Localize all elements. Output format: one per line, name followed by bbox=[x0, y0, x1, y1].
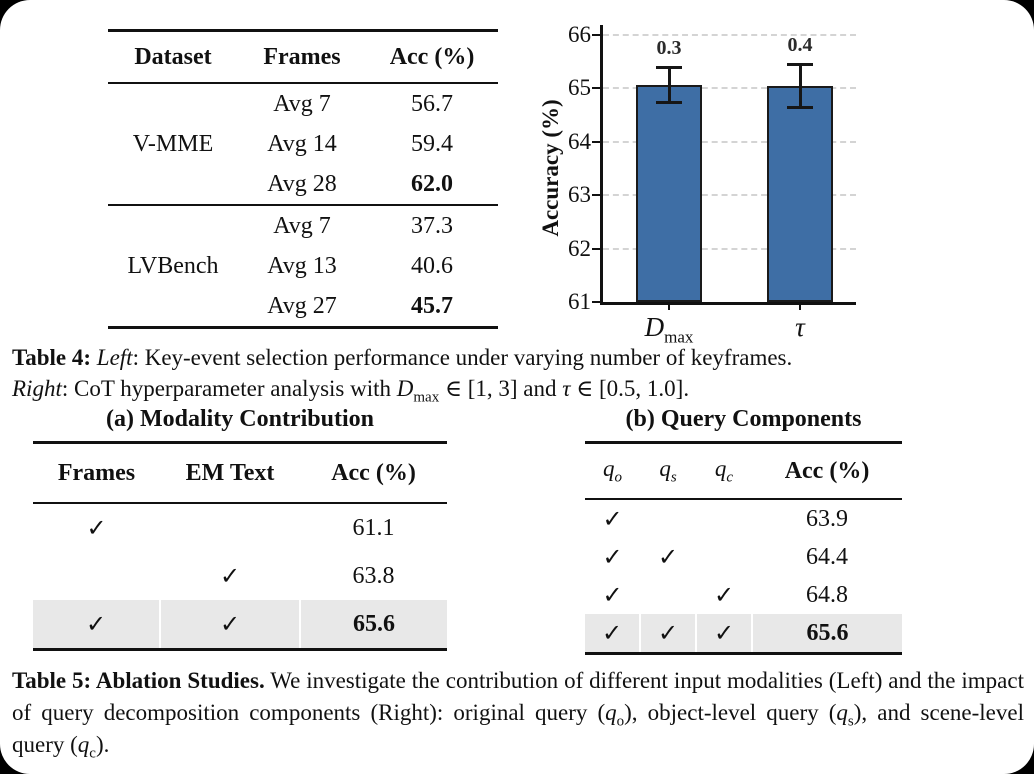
chart-plot-area: 0.3 0.4 bbox=[603, 34, 856, 302]
chart-gridline bbox=[603, 87, 856, 90]
y-tick-label: 66 bbox=[568, 22, 591, 47]
y-tick-mark bbox=[592, 140, 600, 143]
y-tick-mark bbox=[592, 247, 600, 250]
modality-table: Frames EM Text Acc (%) ✓ 61.1 ✓ 63.8 ✓ bbox=[33, 441, 447, 651]
col-header-frames: Frames bbox=[263, 43, 341, 70]
subtable-a-caption: (a) Modality Contribution bbox=[105, 406, 374, 432]
error-bar-cap bbox=[787, 63, 813, 67]
table-header-row: Frames EM Text Acc (%) bbox=[33, 443, 447, 504]
table-header-row: qo qs qc Acc (%) bbox=[585, 443, 902, 500]
error-bar-cap bbox=[656, 101, 682, 105]
y-axis-spine bbox=[600, 25, 603, 305]
x-tick-label: τ bbox=[795, 312, 805, 342]
y-tick-mark bbox=[592, 34, 600, 36]
col-header-em-text: EM Text bbox=[185, 459, 275, 486]
col-header-dataset: Dataset bbox=[134, 43, 212, 70]
caption-label: Table 4: bbox=[12, 345, 97, 370]
chart-gridline bbox=[603, 140, 856, 143]
table5-caption: Table 5: Ablation Studies. We investigat… bbox=[12, 668, 1024, 762]
table-row: ✓ 63.8 bbox=[219, 562, 395, 590]
chart-gridline bbox=[603, 247, 856, 250]
chart-bar bbox=[767, 85, 833, 302]
chart-gridline bbox=[603, 34, 856, 36]
keyframe-table: Dataset Frames Acc (%) V-MME Avg 7 56.7 … bbox=[108, 29, 498, 329]
caption-label: Table 5: Ablation Studies. bbox=[12, 668, 265, 693]
y-tick-label: 63 bbox=[568, 182, 591, 208]
table4-caption: Table 4: Left: Key-event selection perfo… bbox=[12, 345, 793, 406]
col-header-qs: qs bbox=[659, 455, 677, 486]
col-header-acc: Acc (%) bbox=[784, 457, 870, 484]
y-tick-mark bbox=[592, 301, 600, 303]
x-tick-mark bbox=[799, 305, 801, 310]
y-tick-mark bbox=[592, 87, 600, 90]
table-row: ✓ 63.9 bbox=[602, 505, 848, 533]
table-row: ✓ ✓ 64.8 bbox=[602, 581, 848, 609]
table-row: LVBench Avg 7 37.3 bbox=[108, 205, 498, 279]
error-value-label: 0.3 bbox=[656, 37, 682, 60]
table-row-highlighted: ✓ ✓ 65.6 bbox=[33, 600, 447, 650]
dataset-name: V-MME bbox=[132, 130, 214, 157]
chart-bar bbox=[636, 84, 702, 302]
col-header-qc: qc bbox=[714, 455, 734, 486]
table-row: Avg 14 59.4 bbox=[267, 130, 453, 157]
col-header-acc: Acc (%) bbox=[331, 459, 416, 486]
error-bar-cap bbox=[787, 106, 813, 110]
table-row: V-MME Avg 7 56.7 bbox=[108, 83, 498, 157]
table-header-row: Dataset Frames Acc (%) bbox=[108, 31, 498, 84]
error-bar bbox=[798, 64, 802, 108]
error-bar bbox=[667, 67, 671, 103]
y-tick-mark bbox=[592, 194, 600, 197]
col-header-qo: qo bbox=[603, 455, 622, 486]
table-row: Avg 28 62.0 bbox=[267, 170, 453, 197]
y-tick-label: 64 bbox=[568, 128, 591, 154]
x-tick-label: Dmax bbox=[644, 312, 694, 347]
chart-gridline bbox=[603, 194, 856, 197]
subtable-b-caption: (b) Query Components bbox=[625, 406, 862, 432]
error-value-label: 0.4 bbox=[787, 34, 813, 57]
query-components-table: qo qs qc Acc (%) ✓ 63.9 ✓ ✓ 64.4 bbox=[585, 441, 902, 655]
dataset-name: LVBench bbox=[127, 252, 219, 279]
col-header-acc: Acc (%) bbox=[389, 43, 475, 70]
x-tick-mark bbox=[668, 305, 670, 310]
y-tick-label: 61 bbox=[568, 289, 591, 314]
table-row: ✓ ✓ 64.4 bbox=[602, 543, 848, 571]
table-row-highlighted: ✓ ✓ ✓ 65.6 bbox=[585, 614, 902, 654]
col-header-frames: Frames bbox=[57, 459, 136, 486]
y-tick-label: 65 bbox=[568, 75, 591, 101]
table-row: Avg 13 40.6 bbox=[267, 252, 453, 279]
y-tick-label: 62 bbox=[568, 235, 591, 261]
cot-chart: Accuracy (%) 0.3 0.4 61 62 63 64 65 66 Dmax τ bbox=[535, 10, 1025, 347]
error-bar-cap bbox=[656, 66, 682, 70]
table-row: Avg 27 45.7 bbox=[267, 292, 453, 319]
x-axis-spine bbox=[600, 302, 856, 305]
table-row: ✓ 61.1 bbox=[86, 514, 395, 542]
